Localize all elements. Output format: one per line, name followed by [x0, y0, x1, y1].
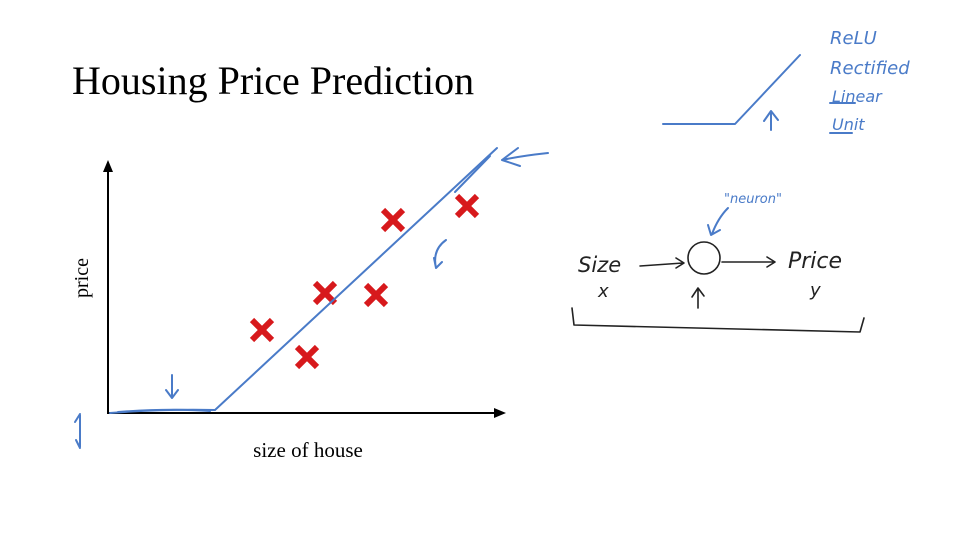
relu-line: Linear — [832, 87, 883, 106]
axes — [103, 160, 506, 418]
neuron-diagram — [571, 241, 865, 333]
data-points — [249, 193, 480, 370]
output-label: Price — [788, 249, 842, 274]
relu-line: Rectified — [830, 58, 910, 79]
input-symbol: x — [597, 281, 609, 302]
relu-line: ReLU — [830, 28, 877, 49]
x-axis-label: size of house — [253, 438, 363, 462]
output-symbol: y — [809, 280, 821, 301]
relu-line: Unit — [832, 115, 865, 134]
hand-annotations — [74, 54, 856, 449]
input-label: Size — [578, 253, 621, 277]
y-axis-label: price — [71, 258, 93, 298]
neuron-label: "neuron" — [724, 192, 782, 207]
slide-title: Housing Price Prediction — [72, 58, 474, 103]
